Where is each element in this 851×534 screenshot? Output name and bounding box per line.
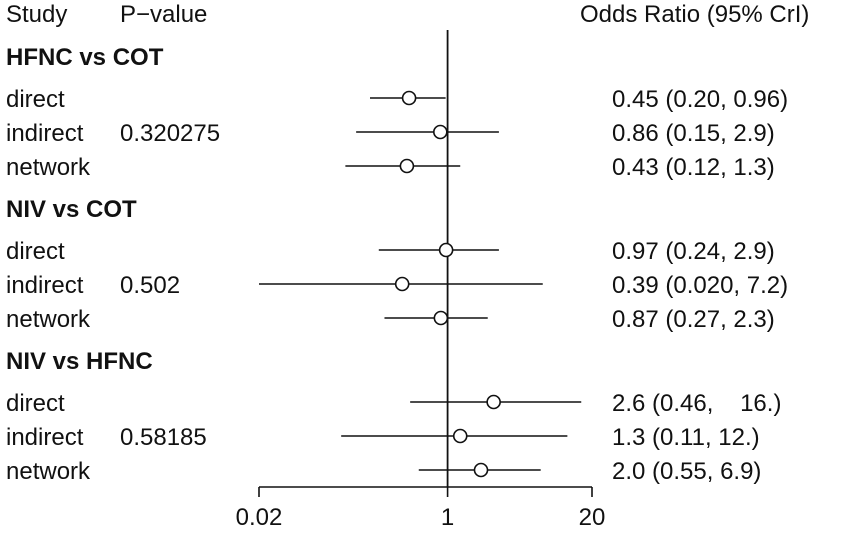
row-effect-text: 0.39 (0.020, 7.2) (612, 272, 788, 299)
plot-area: HFNC vs COT direct 0.45 (0.20, 0.96) indire… (6, 30, 788, 531)
row-pvalue: 0.502 (120, 272, 180, 299)
row-label: network (6, 458, 91, 485)
row-pvalue: 0.58185 (120, 424, 207, 451)
x-tick-label: 20 (579, 504, 606, 531)
row-label: indirect (6, 272, 84, 299)
header-pvalue: P−value (120, 1, 207, 28)
header-study: Study (6, 1, 67, 28)
point-estimate (433, 124, 448, 140)
row-label: direct (6, 238, 65, 265)
point-estimate (399, 158, 415, 174)
header-effect: Odds Ratio (95% CrI) (580, 1, 809, 28)
x-tick-label: 1 (441, 504, 454, 531)
row-effect-text: 0.43 (0.12, 1.3) (612, 154, 775, 181)
row-label: direct (6, 390, 65, 417)
point-estimate (394, 276, 410, 292)
group-label: NIV vs HFNC (6, 348, 153, 375)
row-effect-text: 0.86 (0.15, 2.9) (612, 120, 775, 147)
point-estimate (401, 90, 417, 106)
row-pvalue: 0.320275 (120, 120, 220, 147)
row-effect-text: 0.97 (0.24, 2.9) (612, 238, 775, 265)
row-label: direct (6, 86, 65, 113)
row-effect-text: 2.6 (0.46, 16.) (612, 390, 781, 417)
row-label: indirect (6, 120, 84, 147)
point-estimate (433, 310, 449, 326)
row-label: network (6, 154, 91, 181)
x-tick-label: 0.02 (236, 504, 283, 531)
point-estimate (452, 428, 468, 444)
point-estimate (473, 462, 489, 478)
point-estimate (486, 394, 501, 410)
row-effect-text: 1.3 (0.11, 12.) (612, 424, 760, 451)
row-effect-text: 2.0 (0.55, 6.9) (612, 458, 761, 485)
group-label: HFNC vs COT (6, 44, 164, 71)
row-effect-text: 0.87 (0.27, 2.3) (612, 306, 775, 333)
row-label: indirect (6, 424, 84, 451)
group-label: NIV vs COT (6, 196, 137, 223)
row-effect-text: 0.45 (0.20, 0.96) (612, 86, 788, 113)
point-estimate (438, 242, 454, 258)
row-label: network (6, 306, 91, 333)
